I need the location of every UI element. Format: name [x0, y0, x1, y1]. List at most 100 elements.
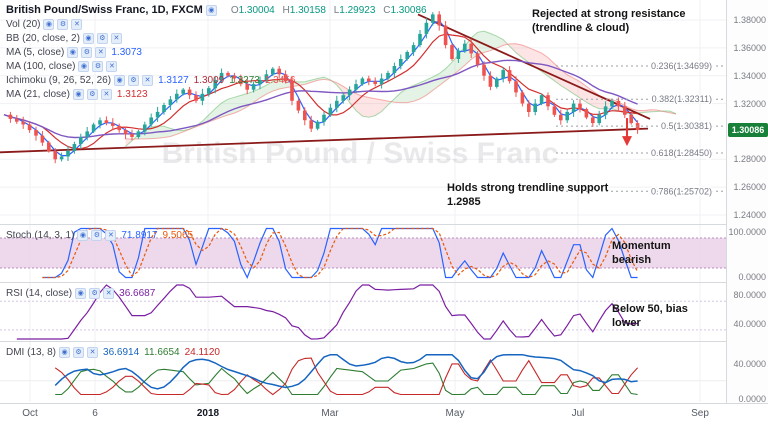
high-value: 1.30158 — [289, 4, 326, 16]
indicator-row[interactable]: Vol (20) ◉ ⚙ ✕ — [6, 17, 427, 31]
settings-icon[interactable]: ⚙ — [91, 229, 103, 241]
indicator-label[interactable]: MA (5, close) — [6, 46, 65, 58]
indicator-label[interactable]: MA (100, close) — [6, 60, 76, 72]
close-label: C — [383, 4, 391, 16]
indicator-row[interactable]: BB (20, close, 2) ◉ ⚙ ✕ — [6, 31, 427, 45]
main-legend: British Pound/Swiss Franc, 1D, FXCM ◉ O1… — [6, 3, 427, 101]
indicator-value: 1.3127 — [158, 74, 189, 86]
indicator-value: 1.3456 — [264, 74, 296, 86]
indicator-label[interactable]: Vol (20) — [6, 18, 41, 30]
indicator-value: 24.1120 — [184, 346, 220, 358]
indicator-value: 36.6914 — [103, 346, 140, 358]
dmi-scale-label: 40.0000 — [733, 359, 766, 370]
settings-icon[interactable]: ⚙ — [92, 60, 104, 72]
time-label: 6 — [92, 408, 98, 419]
annotation-support[interactable]: Holds strong trendline support 1.2985 — [447, 182, 609, 208]
settings-icon[interactable]: ⚙ — [89, 287, 101, 299]
time-axis[interactable]: Oct 6 2018 Mar May Jul Sep — [0, 403, 768, 424]
svg-text:0.5(1.30381): 0.5(1.30381) — [661, 121, 712, 131]
close-icon[interactable]: ✕ — [105, 229, 117, 241]
open-label: O — [230, 4, 239, 16]
indicator-label[interactable]: BB (20, close, 2) — [6, 32, 80, 44]
price-label: 1.26000 — [733, 182, 766, 193]
stoch-legend: Stoch (14, 3, 1) ◉ ⚙ ✕ 71.8917 9.5065 — [6, 228, 193, 242]
price-axis[interactable]: 1.30086 1.38000 1.36000 1.34000 1.32000 1.28… — [726, 0, 768, 404]
svg-text:0.618(1.28450): 0.618(1.28450) — [651, 148, 712, 158]
panel-separator[interactable] — [0, 341, 768, 342]
eye-icon[interactable]: ◉ — [205, 4, 217, 16]
indicator-label[interactable]: Stoch (14, 3, 1) — [6, 229, 75, 241]
time-label: Jul — [571, 408, 585, 419]
settings-icon[interactable]: ⚙ — [128, 74, 140, 86]
indicator-label[interactable]: RSI (14, close) — [6, 287, 73, 299]
indicator-value: 36.6687 — [119, 287, 156, 299]
settings-icon[interactable]: ⚙ — [81, 46, 93, 58]
close-icon[interactable]: ✕ — [142, 74, 154, 86]
close-icon[interactable]: ✕ — [100, 88, 112, 100]
svg-text:British Pound / Swiss Franc: British Pound / Swiss Franc — [162, 137, 559, 170]
stoch-scale-label: 0.0000 — [738, 272, 766, 282]
indicator-value: 11.6654 — [144, 346, 180, 358]
open-value: 1.30004 — [238, 4, 275, 16]
indicator-label[interactable]: MA (21, close) — [6, 88, 70, 100]
time-label: 2018 — [196, 408, 220, 419]
eye-icon[interactable]: ◉ — [67, 46, 79, 58]
indicator-row[interactable]: RSI (14, close) ◉ ⚙ ✕ 36.6687 — [6, 286, 155, 300]
close-icon[interactable]: ✕ — [95, 46, 107, 58]
symbol-title[interactable]: British Pound/Swiss Franc, 1D, FXCM — [6, 4, 203, 16]
close-icon[interactable]: ✕ — [103, 287, 115, 299]
annotation-resistance[interactable]: Rejected at strong resistance (trendline… — [532, 8, 686, 34]
svg-text:0.786(1.25702): 0.786(1.25702) — [651, 186, 712, 196]
indicator-row[interactable]: MA (21, close) ◉ ⚙ ✕ 1.3123 — [6, 87, 427, 101]
eye-icon[interactable]: ◉ — [78, 60, 90, 72]
eye-icon[interactable]: ◉ — [43, 18, 55, 30]
close-icon[interactable]: ✕ — [71, 18, 83, 30]
low-label: L — [333, 4, 340, 16]
eye-icon[interactable]: ◉ — [77, 229, 89, 241]
indicator-value: 71.8917 — [121, 229, 158, 241]
dmi-legend: DMI (13, 8) ◉ ⚙ ✕ 36.6914 11.6654 24.1120 — [6, 345, 220, 359]
price-label: 1.38000 — [733, 15, 766, 25]
indicator-value: 9.5065 — [162, 229, 194, 241]
eye-icon[interactable]: ◉ — [114, 74, 126, 86]
indicator-row[interactable]: MA (100, close) ◉ ⚙ ✕ — [6, 59, 427, 73]
price-label: 1.34000 — [733, 70, 766, 81]
indicator-row[interactable]: DMI (13, 8) ◉ ⚙ ✕ 36.6914 11.6654 24.1120 — [6, 345, 220, 359]
settings-icon[interactable]: ⚙ — [57, 18, 69, 30]
close-icon[interactable]: ✕ — [106, 60, 118, 72]
close-icon[interactable]: ✕ — [110, 32, 122, 44]
annotation-momentum[interactable]: Momentum bearish — [612, 240, 671, 266]
eye-icon[interactable]: ◉ — [72, 88, 84, 100]
indicator-row[interactable]: MA (5, close) ◉ ⚙ ✕ 1.3073 — [6, 45, 427, 59]
price-chart-canvas[interactable]: British Pound / Swiss Franc 0.236(1.34699… — [0, 0, 726, 224]
settings-icon[interactable]: ⚙ — [96, 32, 108, 44]
rsi-legend: RSI (14, close) ◉ ⚙ ✕ 36.6687 — [6, 286, 155, 300]
price-label: 1.28000 — [733, 154, 766, 165]
time-label: Sep — [691, 408, 709, 419]
low-value: 1.29923 — [339, 4, 376, 16]
indicator-label[interactable]: DMI (13, 8) — [6, 346, 57, 358]
rsi-scale-label: 80.0000 — [733, 290, 766, 301]
eye-icon[interactable]: ◉ — [59, 346, 71, 358]
indicator-row[interactable]: Ichimoku (9, 26, 52, 26) ◉ ⚙ ✕ 1.3127 1.3009 1… — [6, 73, 427, 87]
ohlc-readout: O1.30004 H1.30158 L1.29923 C1.30086 — [226, 5, 427, 16]
indicator-value: 1.3073 — [111, 46, 142, 58]
indicator-row[interactable]: Stoch (14, 3, 1) ◉ ⚙ ✕ 71.8917 9.5065 — [6, 228, 193, 242]
symbol-header-row[interactable]: British Pound/Swiss Franc, 1D, FXCM ◉ O1… — [6, 3, 427, 17]
price-label: 1.24000 — [733, 209, 766, 220]
svg-text:0.236(1.34699): 0.236(1.34699) — [651, 61, 712, 71]
svg-text:0.382(1.32311): 0.382(1.32311) — [652, 94, 712, 104]
panel-separator[interactable] — [0, 224, 768, 225]
stoch-canvas[interactable] — [0, 225, 726, 282]
close-value: 1.30086 — [390, 4, 427, 16]
close-icon[interactable]: ✕ — [87, 346, 99, 358]
panel-separator[interactable] — [0, 282, 768, 283]
settings-icon[interactable]: ⚙ — [86, 88, 98, 100]
eye-icon[interactable]: ◉ — [75, 287, 87, 299]
annotation-rsi-bias[interactable]: Below 50, bias lower — [612, 303, 688, 329]
eye-icon[interactable]: ◉ — [82, 32, 94, 44]
settings-icon[interactable]: ⚙ — [73, 346, 85, 358]
time-label: Mar — [321, 408, 339, 419]
indicator-label[interactable]: Ichimoku (9, 26, 52, 26) — [6, 74, 112, 86]
